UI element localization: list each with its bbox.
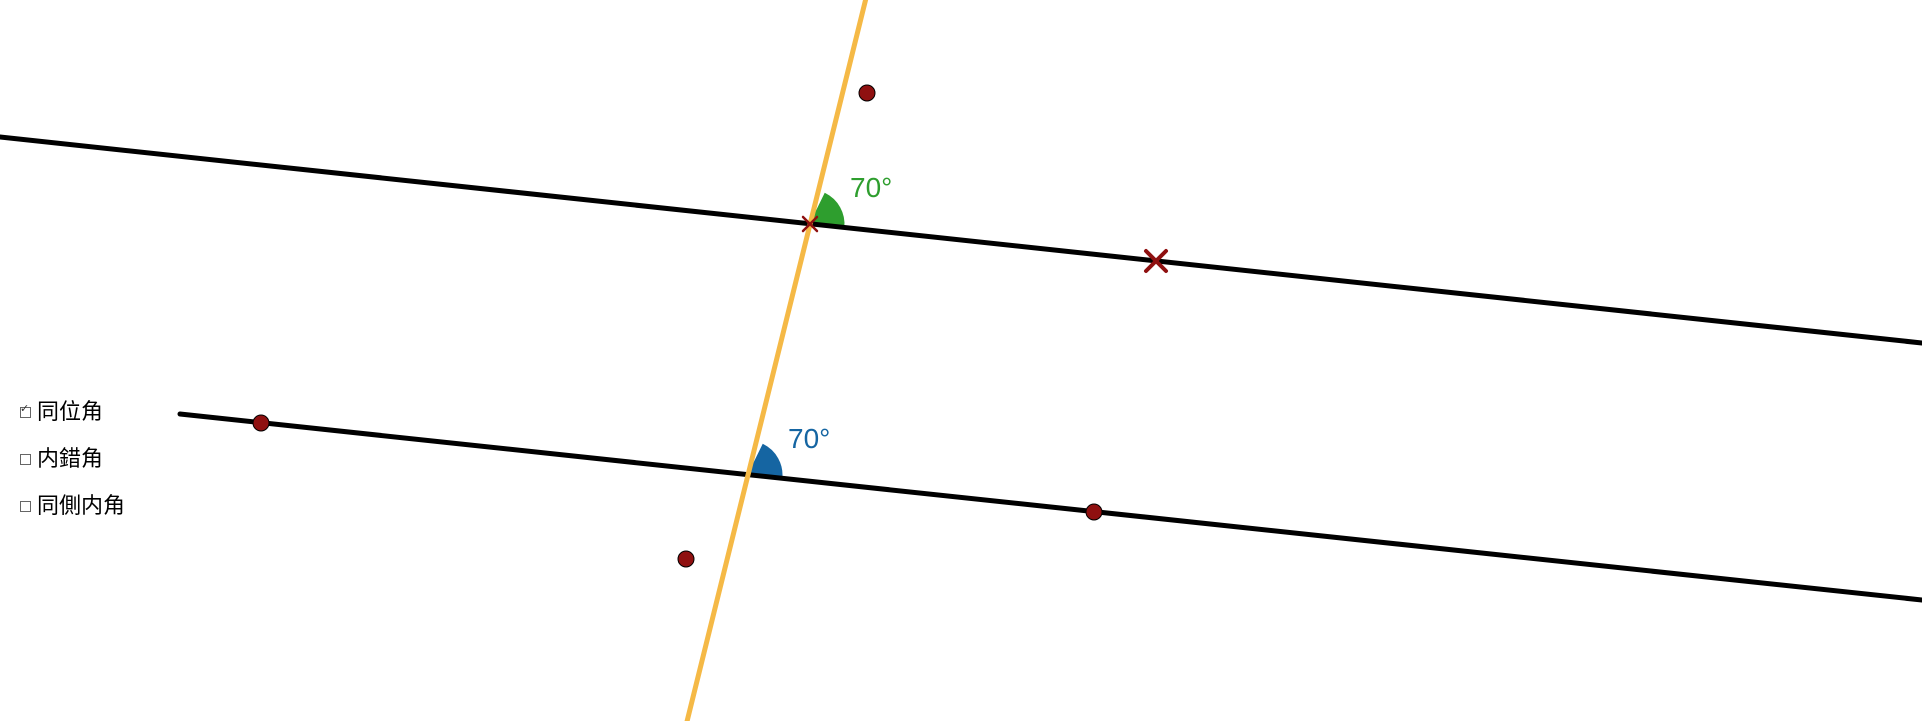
checkbox-label: 同位角 <box>37 401 103 423</box>
checkbox-box[interactable] <box>20 454 31 465</box>
checkbox-label: 内錯角 <box>37 448 103 470</box>
geometry-canvas <box>0 0 1922 721</box>
checkbox-corresponding-angles[interactable]: 同位角 <box>20 401 125 423</box>
checkbox-box[interactable] <box>20 501 31 512</box>
checkbox-alternate-angles[interactable]: 内錯角 <box>20 448 125 470</box>
checkbox-label: 同側内角 <box>37 495 125 517</box>
checkbox-cointerior-angles[interactable]: 同側内角 <box>20 495 125 517</box>
angle-label-top: 70° <box>850 172 892 204</box>
checkbox-box[interactable] <box>20 407 31 418</box>
angle-label-bottom: 70° <box>788 423 830 455</box>
checkbox-panel: 同位角 内錯角 同側内角 <box>20 401 125 517</box>
